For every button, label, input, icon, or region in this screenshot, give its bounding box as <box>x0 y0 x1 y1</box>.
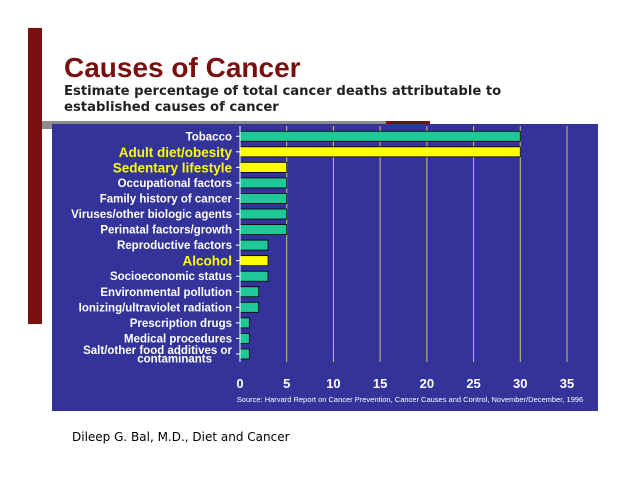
x-tick-label: 5 <box>283 376 290 391</box>
category-label: Salt/other food additives or contaminants <box>83 345 232 366</box>
category-label: Family history of cancer <box>100 193 233 205</box>
slide-title: Causes of Cancer <box>64 52 301 83</box>
bar <box>239 193 288 204</box>
category-label: Reproductive factors <box>117 240 232 252</box>
x-tick-label: 30 <box>513 376 527 391</box>
x-tick-label: 10 <box>326 376 340 391</box>
bar <box>239 317 250 329</box>
bar <box>239 161 288 173</box>
chart-source: Source: Harvard Report on Cancer Prevent… <box>237 395 583 404</box>
x-tick-label: 0 <box>236 376 243 391</box>
bar <box>239 270 269 282</box>
bar <box>239 333 250 344</box>
x-tick-label: 20 <box>420 376 434 391</box>
category-label: Tobacco <box>186 131 232 143</box>
bar <box>239 239 269 251</box>
category-label: Perinatal factors/growth <box>100 225 232 237</box>
chart-panel <box>52 124 598 411</box>
bar <box>239 301 260 313</box>
bar <box>239 224 288 235</box>
bar <box>239 348 250 360</box>
x-tick-label: 25 <box>466 376 480 391</box>
x-tick-label: 35 <box>560 376 574 391</box>
accent-bar <box>28 28 42 324</box>
category-label: Adult diet/obesity <box>119 145 233 160</box>
bar <box>239 130 521 142</box>
category-label: Ionizing/ultraviolet radiation <box>79 302 232 314</box>
bar <box>239 255 269 267</box>
bar <box>239 208 288 220</box>
bar <box>239 177 288 189</box>
category-label: Alcohol <box>183 254 233 269</box>
category-label: Environmental pollution <box>100 287 232 299</box>
category-label: Sedentary lifestyle <box>113 160 233 175</box>
category-label: Viruses/other biologic agents <box>71 209 232 221</box>
bar <box>239 146 521 158</box>
category-label: Prescription drugs <box>130 318 232 330</box>
category-label: Medical procedures <box>124 333 232 345</box>
slide-subtitle: Estimate percentage of total cancer deat… <box>64 84 502 115</box>
credit-text: Dileep G. Bal, M.D., Diet and Cancer <box>72 430 290 444</box>
category-label: Occupational factors <box>118 178 232 190</box>
x-tick-label: 15 <box>373 376 387 391</box>
category-label: Socioeconomic status <box>110 271 232 283</box>
bar <box>239 286 260 298</box>
